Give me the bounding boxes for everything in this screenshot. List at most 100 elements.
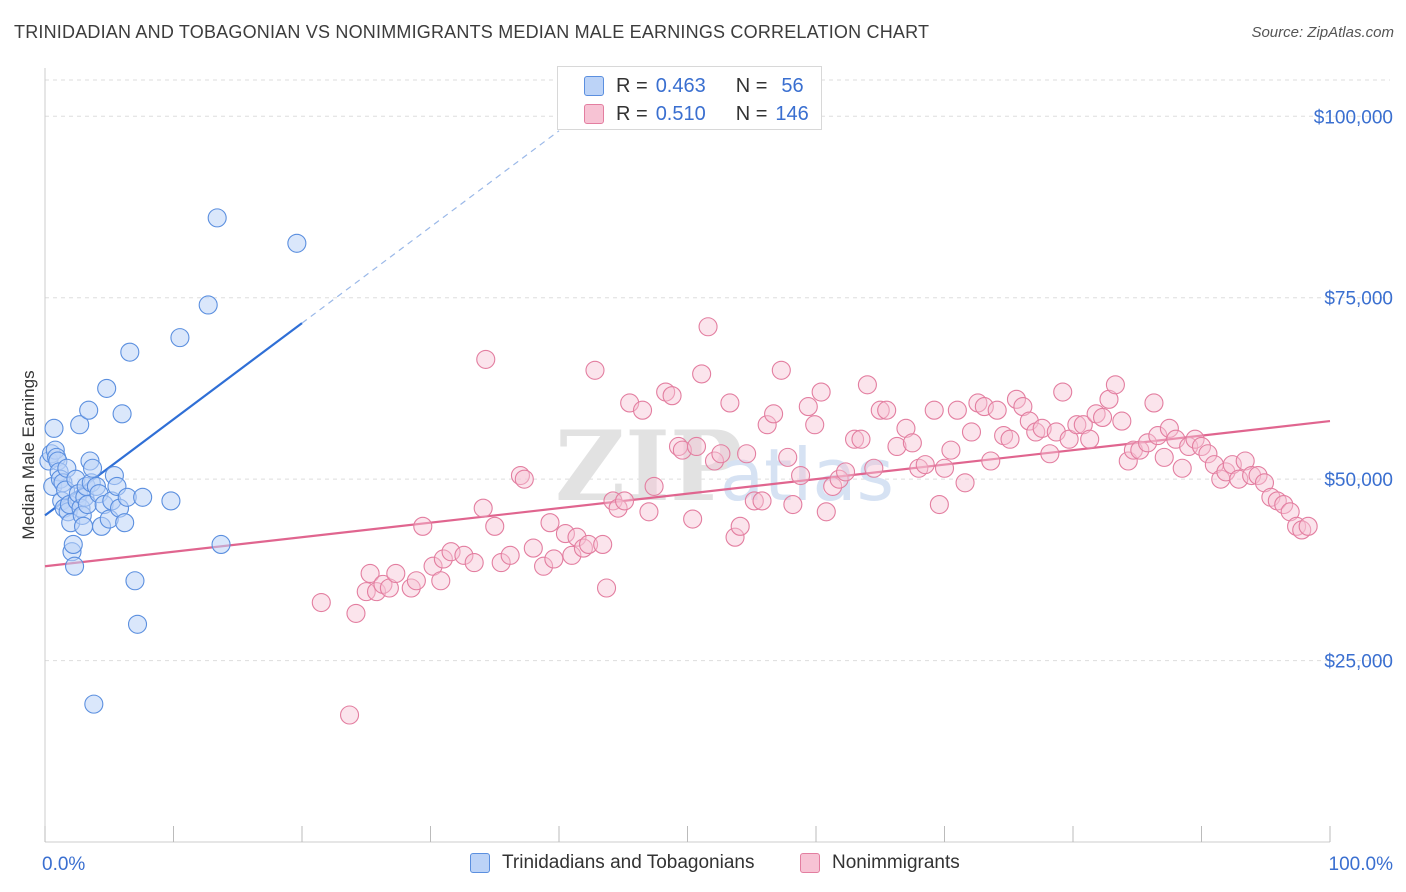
data-point-trinidadians [97, 378, 117, 398]
data-point-nonimmigrants [968, 393, 988, 413]
data-point-nonimmigrants [1053, 382, 1073, 402]
data-point-trinidadians [84, 694, 104, 714]
data-point-nonimmigrants [1080, 429, 1100, 449]
legend-row-blue: R = 0.463 N = 56 [584, 72, 804, 100]
data-point-nonimmigrants [311, 592, 331, 613]
y-tick-label: $100,000 [1314, 107, 1393, 128]
data-point-nonimmigrants [1093, 407, 1113, 428]
data-point-nonimmigrants [555, 524, 575, 544]
data-point-nonimmigrants [757, 415, 777, 435]
data-point-nonimmigrants [441, 542, 461, 562]
data-point-trinidadians [120, 342, 140, 362]
legend-n-value: 146 [775, 102, 809, 125]
data-point-nonimmigrants [1198, 444, 1218, 464]
data-point-nonimmigrants [1032, 418, 1052, 438]
data-point-nonimmigrants [593, 534, 613, 555]
data-point-nonimmigrants [725, 527, 745, 547]
data-point-trinidadians [170, 328, 190, 348]
data-point-nonimmigrants [1006, 389, 1027, 409]
trend-line-pink [44, 419, 1331, 568]
data-point-nonimmigrants [544, 549, 564, 569]
data-point-trinidadians [44, 418, 64, 438]
data-point-nonimmigrants [1154, 447, 1174, 467]
data-point-nonimmigrants [1248, 465, 1268, 486]
data-point-nonimmigrants [1026, 422, 1046, 442]
data-point-trinidadians [79, 400, 99, 420]
data-point-nonimmigrants [373, 574, 393, 594]
data-point-trinidadians [207, 208, 227, 228]
data-point-trinidadians [127, 614, 148, 634]
data-point-nonimmigrants [1040, 444, 1060, 464]
data-point-nonimmigrants [662, 386, 682, 406]
data-point-nonimmigrants [909, 458, 929, 478]
data-point-nonimmigrants [981, 451, 1001, 471]
data-point-trinidadians [125, 571, 145, 591]
data-point-nonimmigrants [356, 582, 376, 602]
data-point-nonimmigrants [941, 440, 961, 460]
data-point-trinidadians [112, 404, 132, 424]
data-point-nonimmigrants [656, 382, 676, 402]
data-point-nonimmigrants [1086, 404, 1106, 424]
data-point-nonimmigrants [683, 509, 703, 529]
data-point-trinidadians [287, 233, 307, 253]
data-point-nonimmigrants [778, 447, 798, 467]
data-point-nonimmigrants [987, 400, 1007, 420]
data-point-nonimmigrants [798, 397, 818, 417]
data-point-trinidadians [70, 415, 90, 435]
data-point-nonimmigrants [1137, 433, 1158, 453]
x-tick-label: 0.0% [42, 854, 85, 875]
data-point-trinidadians [198, 295, 218, 315]
data-point-trinidadians [65, 556, 85, 576]
data-point-nonimmigrants [730, 516, 750, 536]
axis-labels: $25,000 $50,000 $75,000 $100,000 0.0% 100.0% M… [19, 107, 1393, 875]
data-point-nonimmigrants [473, 498, 493, 518]
data-point-nonimmigrants [500, 545, 520, 565]
data-point-nonimmigrants [1067, 415, 1087, 435]
legend-swatch-pink [800, 853, 820, 873]
data-point-nonimmigrants [877, 400, 897, 420]
data-point-nonimmigrants [805, 415, 825, 435]
data-point-nonimmigrants [579, 534, 599, 555]
data-point-nonimmigrants [346, 603, 366, 623]
legend-label: Nonimmigrants [832, 852, 960, 873]
data-point-nonimmigrants [704, 451, 725, 471]
data-point-nonimmigrants [829, 469, 849, 489]
data-point-nonimmigrants [870, 400, 890, 420]
data-point-trinidadians [63, 534, 83, 555]
data-point-nonimmigrants [1185, 429, 1205, 449]
data-point-nonimmigrants [994, 426, 1014, 446]
data-point-nonimmigrants [1292, 520, 1312, 540]
data-point-nonimmigrants [1105, 375, 1125, 395]
data-point-nonimmigrants [929, 494, 949, 515]
data-point-nonimmigrants [764, 404, 784, 424]
data-point-nonimmigrants [1287, 516, 1307, 536]
data-point-nonimmigrants [534, 556, 554, 576]
legend-r-label: R = [616, 74, 648, 97]
data-point-nonimmigrants [1112, 411, 1132, 431]
data-point-trinidadians [211, 534, 231, 555]
data-point-nonimmigrants [844, 429, 865, 449]
legend-swatch-blue [470, 853, 490, 873]
legend-n-label: N = [735, 102, 768, 125]
data-point-nonimmigrants [567, 527, 587, 547]
data-point-nonimmigrants [1274, 494, 1294, 515]
data-point-nonimmigrants [431, 571, 451, 591]
legend-n-value: 56 [781, 74, 804, 97]
data-point-nonimmigrants [864, 458, 884, 478]
data-point-nonimmigrants [711, 444, 731, 464]
data-point-nonimmigrants [510, 465, 531, 486]
series-legend: Trinidadians and Tobagonians Nonimmigran… [0, 852, 1406, 878]
data-point-nonimmigrants [1172, 458, 1192, 478]
trend-line-blue-extension [301, 130, 560, 324]
data-point-nonimmigrants [476, 349, 496, 369]
data-point-nonimmigrants [464, 553, 484, 573]
source-label: Source: ZipAtlas.com [1251, 24, 1394, 41]
data-point-nonimmigrants [915, 455, 935, 475]
data-point-nonimmigrants [752, 491, 772, 511]
data-point-nonimmigrants [596, 578, 617, 598]
data-point-trinidadians [82, 458, 103, 478]
data-point-nonimmigrants [585, 360, 605, 380]
legend-swatch-blue [584, 76, 604, 96]
legend-r-value: 0.463 [655, 74, 706, 97]
